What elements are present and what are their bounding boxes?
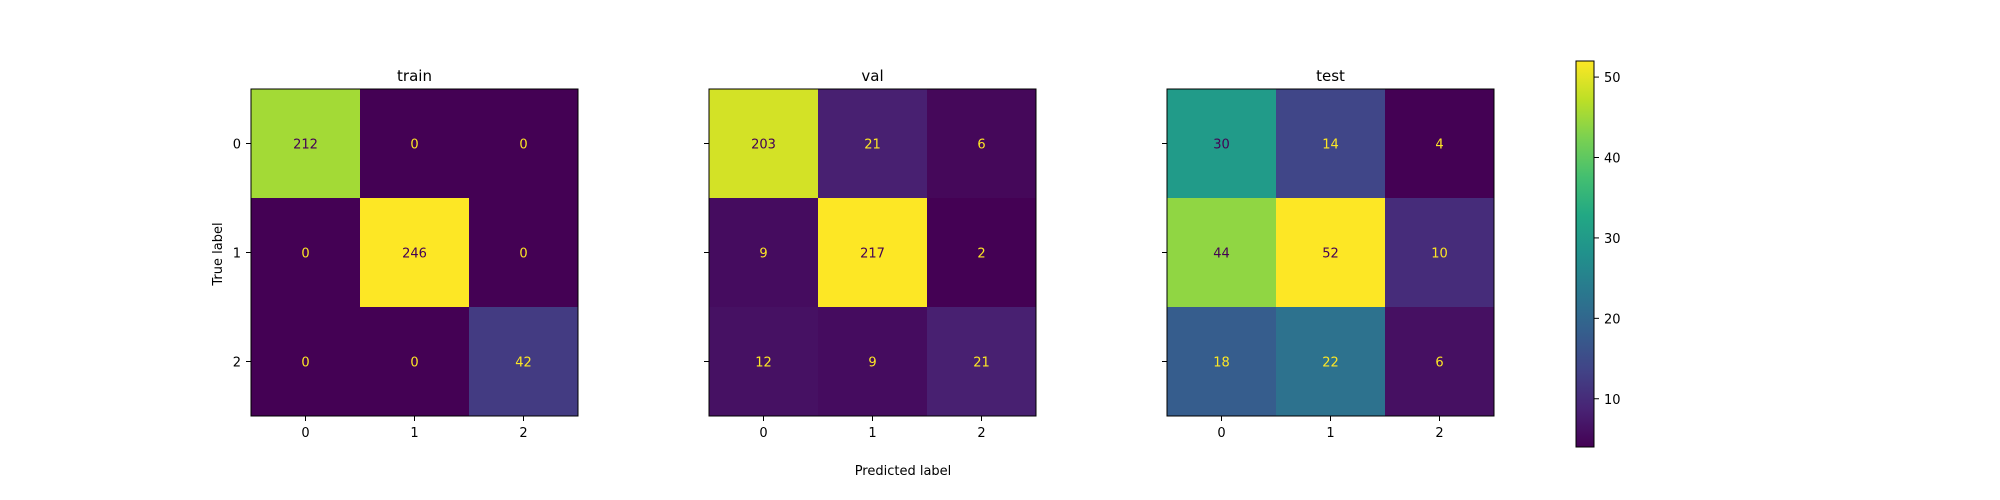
x-tick-label: 1 xyxy=(868,426,876,441)
colorbar-gradient xyxy=(1575,60,1595,448)
cell-value-label: 0 xyxy=(519,138,527,153)
x-tick-label: 1 xyxy=(410,426,418,441)
cell-value-label: 14 xyxy=(1322,138,1339,153)
cell-test-0-0 xyxy=(1167,89,1276,198)
cell-value-label: 212 xyxy=(293,138,318,153)
x-tick-label: 2 xyxy=(977,426,985,441)
x-tick-label: 0 xyxy=(759,426,767,441)
cell-val-0-0 xyxy=(709,89,818,198)
colorbar-tick-label: 40 xyxy=(1604,152,1621,167)
y-tick-label: 2 xyxy=(233,356,241,371)
cell-value-label: 10 xyxy=(1431,247,1448,262)
cell-value-label: 52 xyxy=(1322,247,1339,262)
colorbar-tick-label: 20 xyxy=(1604,312,1621,327)
cell-value-label: 2 xyxy=(977,247,985,262)
cell-test-0-1 xyxy=(1276,89,1385,198)
cell-value-label: 44 xyxy=(1213,247,1230,262)
cell-train-2-2 xyxy=(469,307,578,416)
cell-value-label: 203 xyxy=(751,138,776,153)
cell-test-1-1 xyxy=(1276,198,1385,307)
cell-train-2-0 xyxy=(251,307,360,416)
cell-test-1-0 xyxy=(1167,198,1276,307)
cell-val-2-1 xyxy=(818,307,927,416)
cell-val-1-0 xyxy=(709,198,818,307)
colorbar: 10 20 30 40 50 xyxy=(1575,60,1621,448)
cell-val-0-1 xyxy=(818,89,927,198)
cell-val-0-2 xyxy=(927,89,1036,198)
panel-title: train xyxy=(397,67,432,85)
cell-test-1-2 xyxy=(1385,198,1494,307)
panel-title: test xyxy=(1316,67,1345,85)
cell-value-label: 0 xyxy=(301,247,309,262)
y-tick-label: 0 xyxy=(233,138,241,153)
cell-value-label: 12 xyxy=(755,356,772,371)
cell-train-2-1 xyxy=(360,307,469,416)
cell-test-0-2 xyxy=(1385,89,1494,198)
x-axis-label: Predicted label xyxy=(855,464,952,479)
cell-train-1-0 xyxy=(251,198,360,307)
cell-value-label: 246 xyxy=(402,247,427,262)
cell-train-0-1 xyxy=(360,89,469,198)
x-tick-label: 0 xyxy=(301,426,309,441)
y-tick-label: 1 xyxy=(233,247,241,262)
cell-value-label: 4 xyxy=(1435,138,1443,153)
cell-test-2-2 xyxy=(1385,307,1494,416)
cell-test-2-1 xyxy=(1276,307,1385,416)
cell-value-label: 217 xyxy=(860,247,885,262)
x-tick-label: 0 xyxy=(1217,426,1225,441)
cell-value-label: 21 xyxy=(864,138,881,153)
cell-value-label: 9 xyxy=(759,247,767,262)
cell-test-2-0 xyxy=(1167,307,1276,416)
cell-val-1-2 xyxy=(927,198,1036,307)
cell-value-label: 42 xyxy=(515,356,532,371)
cell-value-label: 0 xyxy=(410,138,418,153)
x-tick-label: 1 xyxy=(1326,426,1334,441)
x-tick-label: 2 xyxy=(1435,426,1443,441)
cell-val-2-0 xyxy=(709,307,818,416)
cell-value-label: 0 xyxy=(519,247,527,262)
colorbar-tick-label: 50 xyxy=(1604,71,1621,86)
colorbar-tick-label: 10 xyxy=(1604,393,1621,408)
cell-value-label: 6 xyxy=(1435,356,1443,371)
cell-value-label: 21 xyxy=(973,356,990,371)
cell-val-1-1 xyxy=(818,198,927,307)
cell-value-label: 9 xyxy=(868,356,876,371)
colorbar-tick-label: 30 xyxy=(1604,232,1621,247)
cell-train-1-2 xyxy=(469,198,578,307)
cell-value-label: 0 xyxy=(410,356,418,371)
cell-train-1-1 xyxy=(360,198,469,307)
cell-value-label: 0 xyxy=(301,356,309,371)
cell-value-label: 18 xyxy=(1213,356,1230,371)
cell-value-label: 30 xyxy=(1213,138,1230,153)
x-tick-label: 2 xyxy=(519,426,527,441)
y-axis-label: True label xyxy=(211,222,226,286)
cell-value-label: 6 xyxy=(977,138,985,153)
cell-train-0-2 xyxy=(469,89,578,198)
cell-val-2-2 xyxy=(927,307,1036,416)
panel-title: val xyxy=(861,67,883,85)
cell-value-label: 22 xyxy=(1322,356,1339,371)
panel-train: 212 0 0 0 246 0 0 0 42 train 0 0 1 1 2 2 xyxy=(233,67,579,441)
cell-train-0-0 xyxy=(251,89,360,198)
